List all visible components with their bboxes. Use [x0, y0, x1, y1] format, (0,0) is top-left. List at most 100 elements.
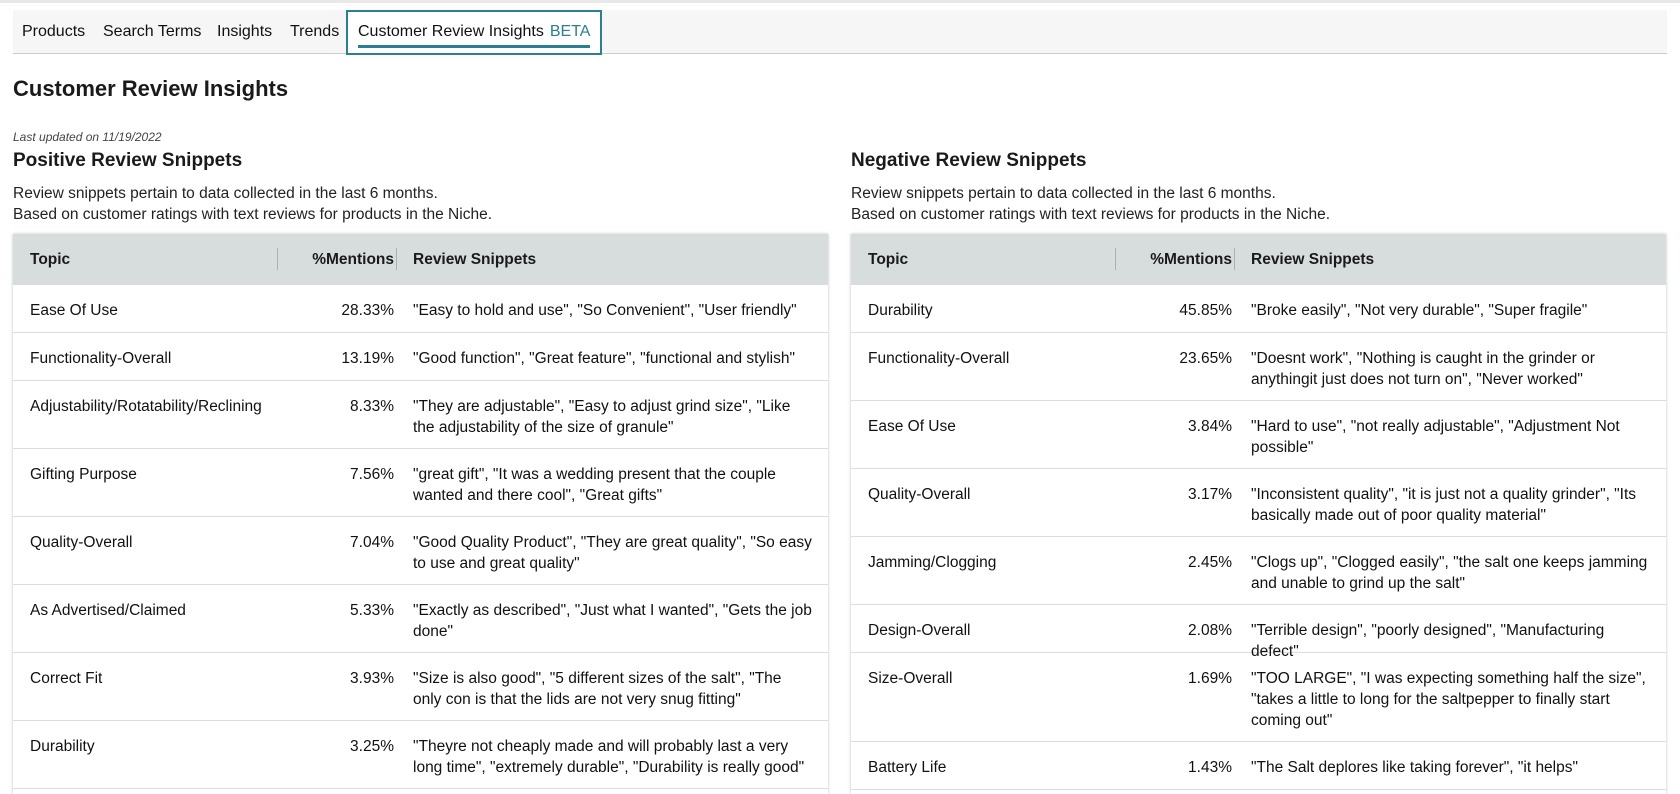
positive-table: Topic %Mentions Review Snippets Ease Of … [13, 234, 828, 794]
topic-cell: Ease Of Use [851, 416, 1117, 468]
table-row: Ease Of Use 28.33% "Easy to hold and use",… [13, 285, 828, 333]
mentions-cell: 3.93% [279, 668, 394, 720]
topic-cell: Quality-Overall [851, 484, 1117, 536]
positive-table-header: Topic %Mentions Review Snippets [13, 234, 828, 285]
positive-description: Review snippets pertain to data collecte… [13, 183, 827, 225]
snippet-cell: "Hard to use", "not really adjustable", … [1232, 416, 1666, 468]
negative-description: Review snippets pertain to data collecte… [851, 183, 1665, 225]
snippet-cell: "Terrible design", "poorly designed", "M… [1232, 620, 1666, 652]
mentions-cell: 8.33% [279, 396, 394, 448]
snippet-cell: "Doesnt work", "Nothing is caught in the… [1232, 348, 1666, 400]
snippet-cell: "Exactly as described", "Just what I wan… [394, 600, 828, 652]
mentions-cell: 5.33% [279, 600, 394, 652]
topic-cell: Gifting Purpose [13, 464, 279, 516]
negative-desc-line-2: Based on customer ratings with text revi… [851, 204, 1665, 225]
negative-table: Topic %Mentions Review Snippets Durabili… [851, 234, 1666, 794]
topic-cell: Design-Overall [851, 620, 1117, 652]
mentions-cell: 13.19% [279, 348, 394, 380]
negative-table-header: Topic %Mentions Review Snippets [851, 234, 1666, 285]
snippet-cell: "Easy to hold and use", "So Convenient",… [394, 300, 828, 332]
positive-section: Positive Review Snippets Review snippets… [13, 150, 827, 225]
top-border [0, 0, 1680, 3]
negative-section: Negative Review Snippets Review snippets… [851, 150, 1665, 225]
mentions-cell: 45.85% [1117, 300, 1232, 332]
positive-desc-line-2: Based on customer ratings with text revi… [13, 204, 827, 225]
table-row: Durability 3.25% "Theyre not cheaply made … [13, 721, 828, 789]
mentions-cell: 2.08% [1117, 620, 1232, 652]
table-row: Ease Of Use 3.84% "Hard to use", "not real… [851, 401, 1666, 469]
table-row: Size-Overall 1.69% "TOO LARGE", "I was exp… [851, 653, 1666, 742]
column-header-snippets[interactable]: Review Snippets [1232, 234, 1666, 285]
negative-table-body: Durability 45.85% "Broke easily", "Not ver… [851, 285, 1666, 790]
snippet-cell: "Inconsistent quality", "it is just not … [1232, 484, 1666, 536]
snippet-cell: "great gift", "It was a wedding present … [394, 464, 828, 516]
mentions-cell: 2.45% [1117, 552, 1232, 604]
snippet-cell: "Good function", "Great feature", "funct… [394, 348, 828, 380]
snippet-cell: "The Salt deplores like taking forever",… [1232, 757, 1666, 789]
column-separator [1234, 248, 1235, 270]
snippet-cell: "TOO LARGE", "I was expecting something … [1232, 668, 1666, 741]
topic-cell: Battery Life [851, 757, 1117, 789]
mentions-cell: 7.04% [279, 532, 394, 584]
positive-table-body: Ease Of Use 28.33% "Easy to hold and use",… [13, 285, 828, 789]
page-title: Customer Review Insights [13, 76, 288, 102]
tab-search-terms[interactable]: Search Terms [103, 10, 201, 53]
positive-desc-line-1: Review snippets pertain to data collecte… [13, 183, 827, 204]
negative-title: Negative Review Snippets [851, 150, 1665, 172]
mentions-cell: 23.65% [1117, 348, 1232, 400]
snippet-cell: "Good Quality Product", "They are great … [394, 532, 828, 584]
mentions-cell: 3.25% [279, 736, 394, 788]
table-row: Functionality-Overall 13.19% "Good functio… [13, 333, 828, 381]
topic-cell: Size-Overall [851, 668, 1117, 741]
column-header-topic[interactable]: Topic [13, 234, 279, 285]
mentions-cell: 28.33% [279, 300, 394, 332]
column-header-mentions[interactable]: %Mentions [279, 234, 394, 285]
table-row: Battery Life 1.43% "The Salt deplores like… [851, 742, 1666, 790]
column-header-mentions[interactable]: %Mentions [1117, 234, 1232, 285]
table-row: Quality-Overall 3.17% "Inconsistent qualit… [851, 469, 1666, 537]
last-updated: Last updated on 11/19/2022 [13, 130, 162, 144]
tab-insights[interactable]: Insights [217, 10, 272, 53]
table-row: Gifting Purpose 7.56% "great gift", "It wa… [13, 449, 828, 517]
positive-title: Positive Review Snippets [13, 150, 827, 172]
column-header-snippets[interactable]: Review Snippets [394, 234, 828, 285]
table-row: Durability 45.85% "Broke easily", "Not ver… [851, 285, 1666, 333]
table-row: Jamming/Clogging 2.45% "Clogs up", "Clogge… [851, 537, 1666, 605]
topic-cell: Durability [851, 300, 1117, 332]
topic-cell: Ease Of Use [13, 300, 279, 332]
snippet-cell: "Broke easily", "Not very durable", "Sup… [1232, 300, 1666, 332]
mentions-cell: 3.17% [1117, 484, 1232, 536]
mentions-cell: 1.43% [1117, 757, 1232, 789]
negative-desc-line-1: Review snippets pertain to data collecte… [851, 183, 1665, 204]
tab-bar: Products Search Terms Insights Trends Cu… [13, 10, 1667, 54]
snippet-cell: "Clogs up", "Clogged easily", "the salt … [1232, 552, 1666, 604]
mentions-cell: 1.69% [1117, 668, 1232, 741]
tab-customer-review-insights[interactable]: Customer Review Insights BETA [346, 10, 602, 55]
column-header-topic[interactable]: Topic [851, 234, 1117, 285]
column-separator [1115, 248, 1116, 270]
topic-cell: Jamming/Clogging [851, 552, 1117, 604]
topic-cell: Correct Fit [13, 668, 279, 720]
topic-cell: Functionality-Overall [13, 348, 279, 380]
mentions-cell: 7.56% [279, 464, 394, 516]
mentions-cell: 3.84% [1117, 416, 1232, 468]
topic-cell: Functionality-Overall [851, 348, 1117, 400]
tab-trends[interactable]: Trends [290, 10, 339, 53]
topic-cell: Durability [13, 736, 279, 788]
column-separator [277, 248, 278, 270]
beta-badge: BETA [550, 23, 591, 40]
snippet-cell: "Theyre not cheaply made and will probab… [394, 736, 828, 788]
tab-products[interactable]: Products [22, 10, 85, 53]
topic-cell: Adjustability/Rotatability/Reclining [13, 396, 279, 448]
column-separator [396, 248, 397, 270]
table-row: As Advertised/Claimed 5.33% "Exactly as de… [13, 585, 828, 653]
topic-cell: Quality-Overall [13, 532, 279, 584]
topic-cell: As Advertised/Claimed [13, 600, 279, 652]
table-row: Design-Overall 2.08% "Terrible design", "p… [851, 605, 1666, 653]
table-row: Correct Fit 3.93% "Size is also good", "5 … [13, 653, 828, 721]
active-tab-underline [358, 45, 590, 48]
snippet-cell: "Size is also good", "5 different sizes … [394, 668, 828, 720]
table-row: Adjustability/Rotatability/Reclining 8.33… [13, 381, 828, 449]
tab-customer-review-insights-label: Customer Review Insights [358, 23, 544, 40]
table-row: Functionality-Overall 23.65% "Doesnt work"… [851, 333, 1666, 401]
